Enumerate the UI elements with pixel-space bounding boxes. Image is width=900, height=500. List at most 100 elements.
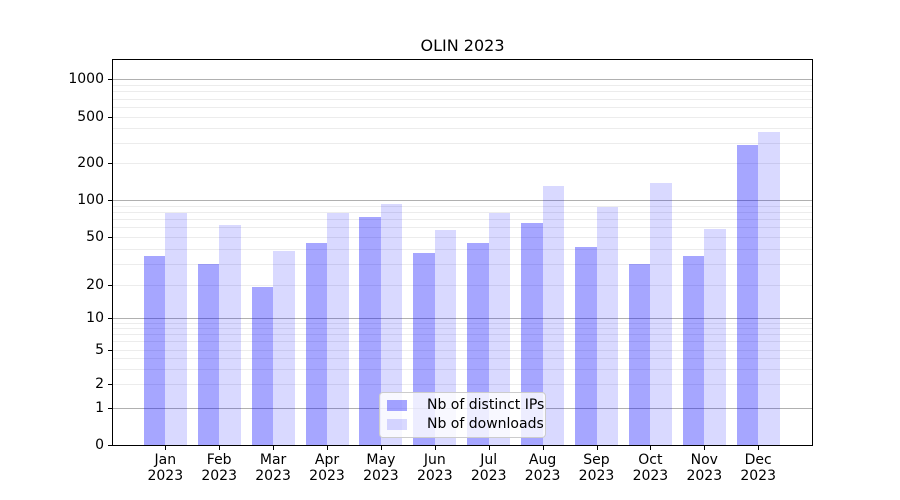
gridline-minor (113, 142, 812, 144)
y-tick-mark (108, 117, 112, 118)
gridline-minor (113, 334, 812, 336)
gridline-minor (113, 349, 812, 351)
x-tick-label-mar: Mar 2023 (255, 452, 291, 484)
y-tick-label: 500 (77, 109, 104, 125)
legend: Nb of distinct IPs Nb of downloads (379, 392, 546, 438)
gridline-minor (113, 117, 812, 118)
gridline-minor (113, 205, 812, 207)
bar-downloads-oct (650, 182, 672, 445)
legend-swatch-downloads-icon (387, 419, 407, 430)
bar-distinct-ips-dec (736, 145, 759, 445)
y-tick-label: 2 (95, 376, 104, 392)
y-tick-mark (108, 237, 112, 238)
legend-label-downloads: Nb of downloads (427, 416, 544, 432)
legend-label-distinct-ips: Nb of distinct IPs (427, 397, 545, 413)
bar-downloads-sep (596, 206, 618, 445)
y-tick-label: 1000 (68, 71, 104, 87)
y-tick-mark (108, 285, 112, 286)
y-tick-mark (108, 407, 112, 409)
x-tick-label-oct: Oct 2023 (632, 452, 669, 484)
y-tick-label: 200 (77, 155, 104, 171)
gridline-minor (113, 163, 812, 164)
y-tick-mark (108, 349, 112, 351)
y-tick-label: 1 (95, 399, 104, 416)
x-tick-mark (380, 446, 382, 450)
gridline-major (113, 318, 812, 319)
x-tick-label-aug: Aug 2023 (524, 452, 561, 484)
gridline-minor (113, 219, 812, 220)
bar-downloads-jul (488, 213, 511, 445)
gridline-major (113, 200, 812, 201)
x-tick-mark (758, 446, 760, 450)
y-tick-mark (108, 384, 112, 385)
gridline-minor (113, 263, 812, 265)
y-tick-label: 0 (95, 437, 104, 453)
gridline-minor (113, 248, 812, 250)
x-tick-label-feb: Feb 2023 (201, 452, 237, 484)
y-tick-label: 50 (86, 229, 104, 245)
x-tick-label-sep: Sep 2023 (578, 452, 615, 484)
gridline-minor (113, 128, 812, 130)
chart-title: OLIN 2023 (420, 36, 505, 55)
y-tick-label: 10 (86, 310, 104, 326)
legend-swatch-ips-icon (387, 400, 407, 411)
gridline-minor (113, 357, 812, 359)
y-tick-label: 5 (95, 341, 104, 358)
bar-distinct-ips-oct (628, 263, 651, 445)
bar-distinct-ips-nov (682, 255, 705, 445)
bar-distinct-ips-sep (575, 247, 597, 445)
bar-distinct-ips-jan (143, 255, 166, 445)
y-tick-mark (108, 200, 112, 201)
bar-downloads-dec (758, 132, 780, 445)
gridline-minor (113, 341, 812, 343)
y-tick-mark (108, 445, 112, 446)
gridline-minor (113, 91, 812, 93)
gridline-minor (113, 84, 812, 86)
gridline-minor (113, 211, 812, 213)
x-tick-label-jul: Jul 2023 (470, 452, 507, 484)
plot-area (112, 59, 813, 446)
x-tick-mark (704, 446, 706, 450)
legend-item-downloads: Nb of downloads (387, 417, 544, 432)
x-tick-label-nov: Nov 2023 (686, 452, 723, 484)
x-tick-label-apr: Apr 2023 (309, 452, 345, 484)
gridline-minor (113, 384, 812, 385)
gridline-minor (113, 98, 812, 100)
bar-distinct-ips-mar (251, 287, 274, 445)
gridline-minor (113, 368, 812, 370)
y-tick-label: 20 (86, 277, 104, 293)
gridline-minor (113, 285, 812, 286)
gridline-major (113, 79, 812, 80)
x-tick-mark (327, 446, 328, 450)
bar-distinct-ips-aug (521, 223, 543, 445)
y-tick-label: 100 (77, 192, 104, 208)
x-tick-label-jan: Jan 2023 (147, 452, 184, 484)
bar-downloads-nov (704, 229, 726, 445)
x-tick-mark (650, 446, 652, 450)
x-tick-mark (165, 446, 167, 450)
y-tick-mark (108, 79, 112, 80)
x-tick-label-jun: Jun 2023 (416, 452, 453, 484)
x-tick-mark (219, 446, 221, 450)
bar-distinct-ips-apr (305, 242, 327, 445)
bar-downloads-may (380, 203, 403, 445)
gridline-minor (113, 328, 812, 330)
x-tick-mark (542, 446, 544, 450)
y-tick-mark (108, 318, 112, 319)
bar-distinct-ips-may (359, 216, 381, 445)
bar-downloads-feb (219, 224, 241, 445)
plot-canvas (113, 60, 812, 445)
bar-downloads-jun (434, 230, 457, 445)
gridline-minor (113, 237, 812, 238)
x-tick-label-may: May 2023 (363, 452, 399, 484)
gridline-minor (113, 227, 812, 229)
bar-downloads-jan (165, 213, 187, 445)
x-tick-mark (596, 446, 598, 450)
legend-item-distinct-ips: Nb of distinct IPs (387, 398, 544, 413)
x-tick-label-dec: Dec 2023 (740, 452, 776, 484)
gridline-minor (113, 107, 812, 108)
y-tick-mark (108, 163, 112, 164)
x-tick-mark (488, 446, 490, 450)
bar-downloads-mar (273, 251, 295, 445)
